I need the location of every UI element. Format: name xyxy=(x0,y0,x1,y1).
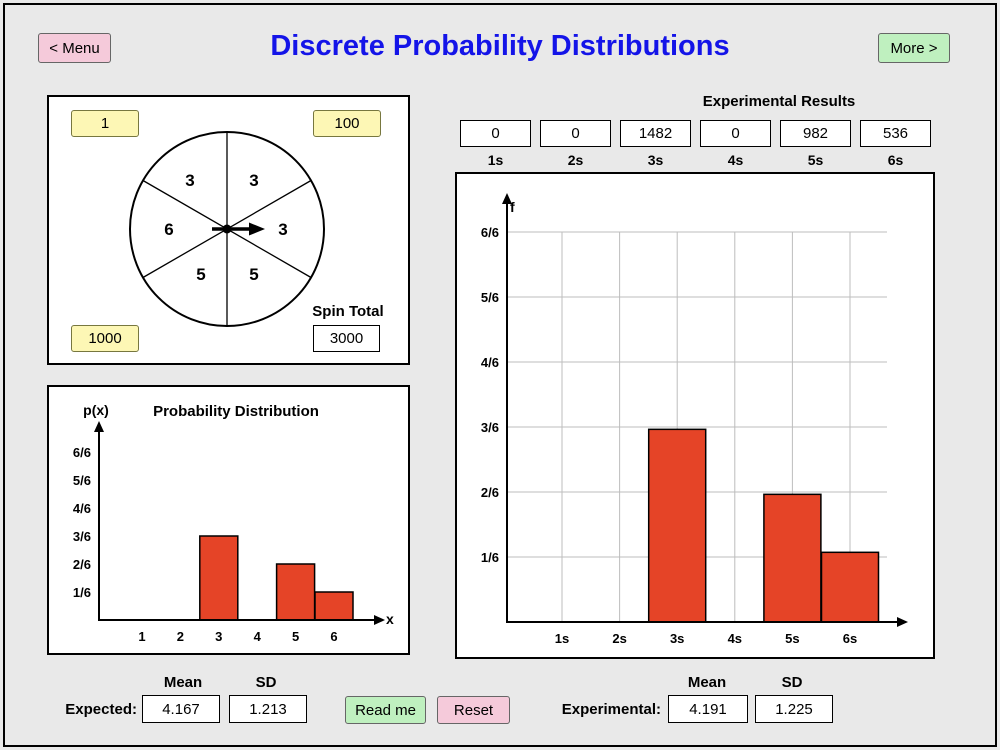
bar-6 xyxy=(314,591,354,621)
y-tick-label: 6/6 xyxy=(481,225,499,240)
read-me-button[interactable]: Read me xyxy=(345,696,426,724)
segment-label-bottom-right: 5 xyxy=(249,265,258,284)
x-tick-label: 1 xyxy=(138,629,145,644)
experimental-label: Experimental: xyxy=(561,701,661,718)
x-tick-label: 3 xyxy=(215,629,222,644)
menu-button[interactable]: < Menu xyxy=(38,33,111,63)
bar-3s xyxy=(647,428,707,623)
result-bin-label-3s: 3s xyxy=(647,152,664,168)
x-tick-label: 3s xyxy=(670,631,684,646)
result-bin-label-1s: 1s xyxy=(487,152,504,168)
probability-distribution-chart: 1/6 2/6 3/6 4/6 5/6 6/6 1 2 3 4 5 6 p(x) x xyxy=(73,402,394,644)
x-tick-label: 5 xyxy=(292,629,299,644)
y-tick-label: 6/6 xyxy=(73,445,91,460)
expected-sd-header: SD xyxy=(255,674,277,691)
spin-1-button[interactable]: 1 xyxy=(71,110,139,137)
y-axis-title: p(x) xyxy=(83,402,109,418)
y-tick-label: 3/6 xyxy=(73,529,91,544)
expected-mean-header: Mean xyxy=(163,674,203,691)
spinner-center-dot xyxy=(222,224,232,234)
x-tick-label: 6s xyxy=(843,631,857,646)
result-count-1s: 0 xyxy=(460,120,531,147)
segment-label-right: 3 xyxy=(278,220,287,239)
reset-button[interactable]: Reset xyxy=(437,696,510,724)
bar-5 xyxy=(275,563,316,621)
probability-chart-title: Probability Distribution xyxy=(153,403,319,420)
y-tick-label: 3/6 xyxy=(481,420,499,435)
result-bin-label-2s: 2s xyxy=(567,152,584,168)
expected-mean-value: 4.167 xyxy=(142,695,220,723)
result-bin-label-4s: 4s xyxy=(727,152,744,168)
spin-total-label: Spin Total xyxy=(312,303,384,320)
segment-label-left: 6 xyxy=(164,220,173,239)
spinner-arrow-head xyxy=(249,222,265,236)
segment-label-top-left: 3 xyxy=(185,171,194,190)
x-tick-label: 2 xyxy=(177,629,184,644)
y-tick-label: 2/6 xyxy=(73,557,91,572)
y-axis-arrow xyxy=(94,421,104,432)
x-tick-label: 1s xyxy=(555,631,569,646)
y-tick-label: 4/6 xyxy=(73,501,91,516)
experimental-sd-value: 1.225 xyxy=(755,695,833,723)
result-count-5s: 982 xyxy=(780,120,851,147)
spin-100-button[interactable]: 100 xyxy=(313,110,381,137)
x-tick-label: 4s xyxy=(728,631,742,646)
spinner-wheel: 3 3 6 3 5 5 xyxy=(129,131,325,327)
y-tick-label: 4/6 xyxy=(481,355,499,370)
experimental-results-title: Experimental Results xyxy=(702,93,856,110)
experimental-chart-panel: 1/6 2/6 3/6 4/6 5/6 6/6 1s 2s 3s 4s 5s 6s f xyxy=(455,172,935,659)
bar-3 xyxy=(199,535,239,621)
more-button[interactable]: More > xyxy=(878,33,950,63)
y-tick-label: 5/6 xyxy=(481,290,499,305)
experimental-sd-header: SD xyxy=(781,674,803,691)
x-axis-title: x xyxy=(386,611,394,627)
experimental-mean-value: 4.191 xyxy=(668,695,748,723)
result-bin-label-6s: 6s xyxy=(887,152,904,168)
spinner-panel: 3 3 6 3 5 5 1 100 1000 Spin Total 3000 xyxy=(47,95,410,365)
result-count-6s: 536 xyxy=(860,120,931,147)
y-tick-label: 1/6 xyxy=(73,585,91,600)
x-axis-arrow xyxy=(897,617,908,627)
x-tick-label: 4 xyxy=(254,629,262,644)
y-tick-label: 2/6 xyxy=(481,485,499,500)
experimental-results: Experimental Results 0 1s 0 2s 1482 3s 0 4s 982 5… xyxy=(455,93,935,173)
experimental-mean-header: Mean xyxy=(687,674,727,691)
expected-label: Expected: xyxy=(65,701,137,718)
segment-label-bottom-left: 5 xyxy=(196,265,205,284)
result-count-4s: 0 xyxy=(700,120,771,147)
experimental-frequency-chart: 1/6 2/6 3/6 4/6 5/6 6/6 1s 2s 3s 4s 5s 6s f xyxy=(481,193,908,646)
x-tick-label: 2s xyxy=(612,631,626,646)
y-axis-arrow xyxy=(502,193,512,204)
y-axis-title: f xyxy=(510,199,515,215)
y-tick-label: 5/6 xyxy=(73,473,91,488)
spin-1000-button[interactable]: 1000 xyxy=(71,325,139,352)
result-bin-label-5s: 5s xyxy=(807,152,824,168)
result-count-3s: 1482 xyxy=(620,120,691,147)
spin-total-value: 3000 xyxy=(313,325,380,352)
x-tick-label: 6 xyxy=(330,629,337,644)
bar-5s xyxy=(763,493,822,623)
page-title: Discrete Probability Distributions xyxy=(270,30,730,62)
probability-chart-panel: Probability Distribution 1/6 2/6 3/6 4/6 5/6… xyxy=(47,385,410,655)
segment-label-top-right: 3 xyxy=(249,171,258,190)
bar-6s xyxy=(820,551,880,623)
x-tick-label: 5s xyxy=(785,631,799,646)
y-tick-label: 1/6 xyxy=(481,550,499,565)
x-axis-arrow xyxy=(374,615,385,625)
result-count-2s: 0 xyxy=(540,120,611,147)
expected-sd-value: 1.213 xyxy=(229,695,307,723)
